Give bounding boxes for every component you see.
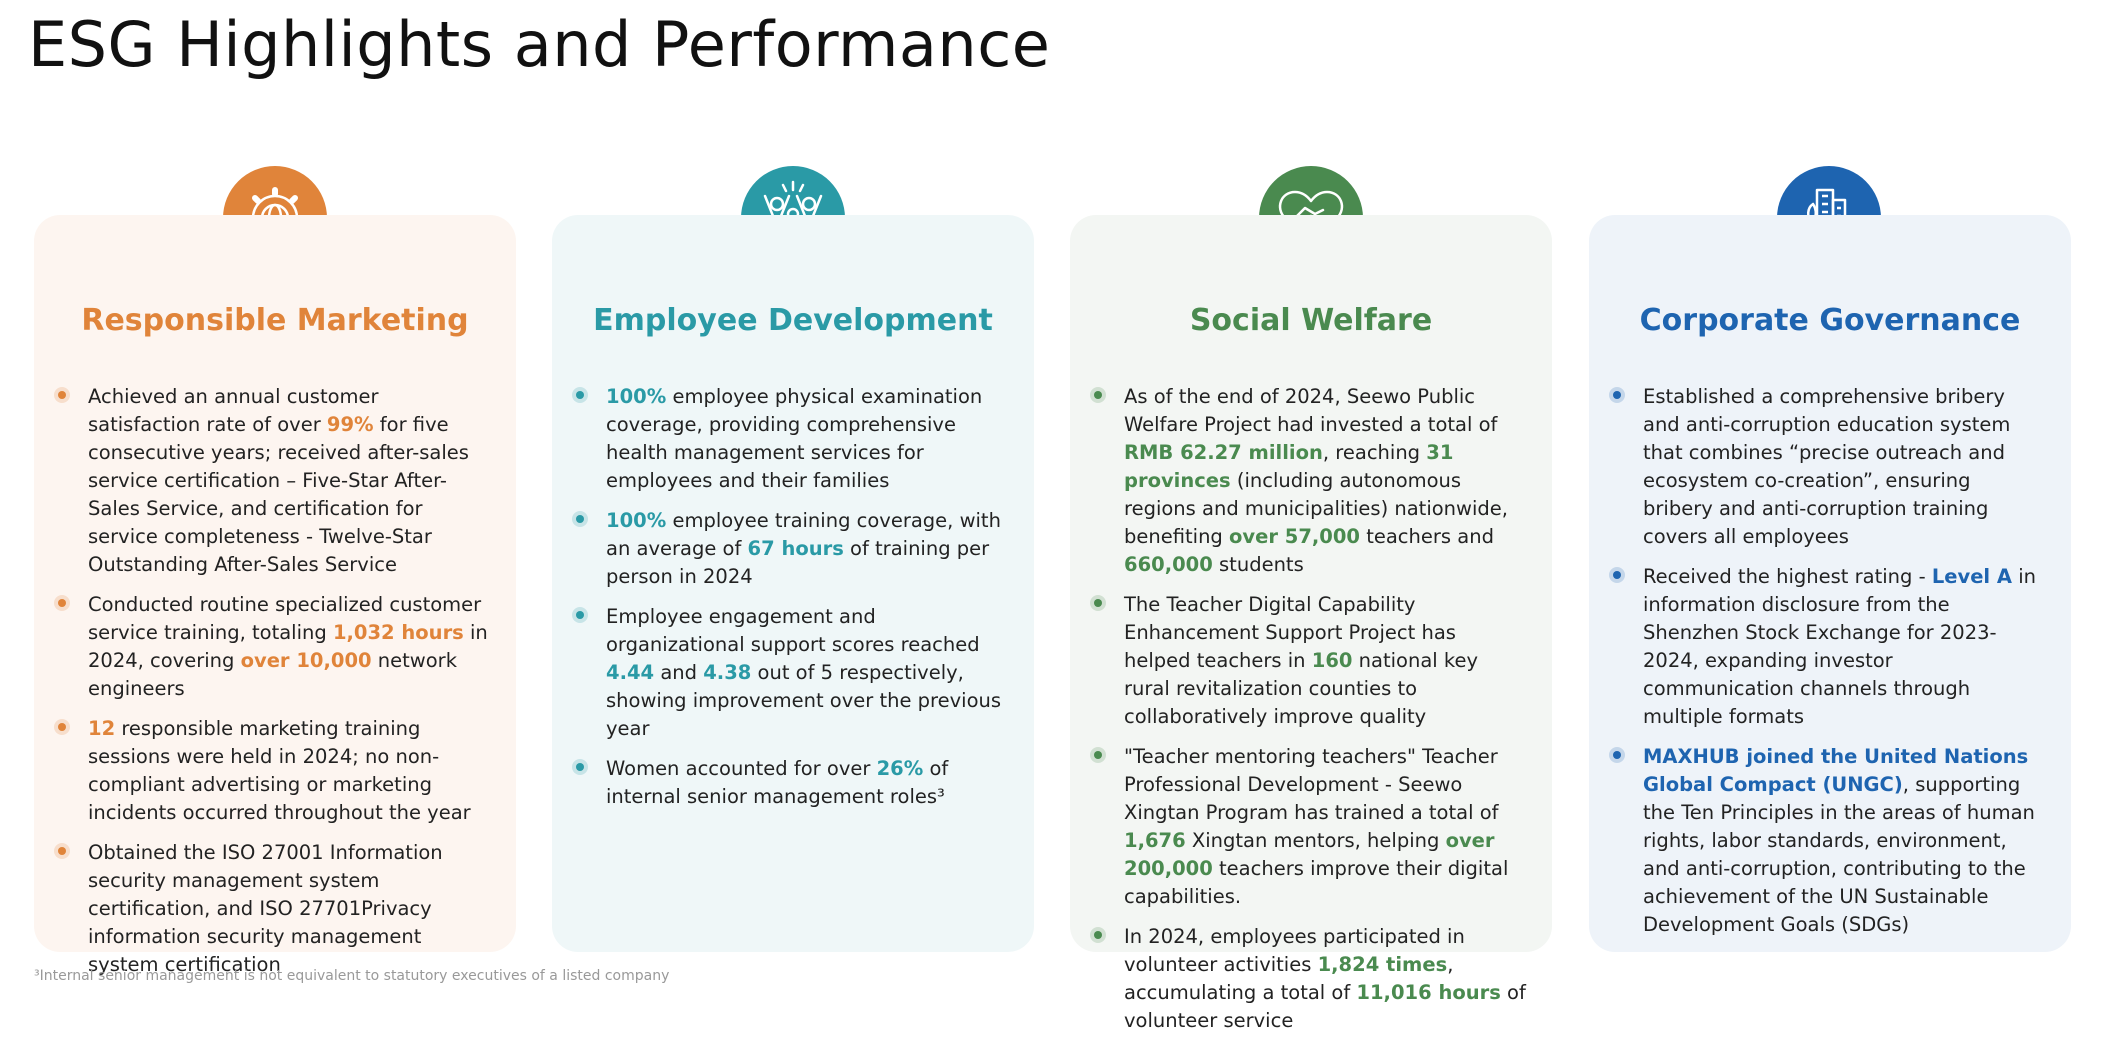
- highlight: 1,032 hours: [332, 621, 464, 644]
- list-item: Employee engagement and organizational s…: [576, 603, 1008, 743]
- text: students: [1212, 553, 1304, 576]
- page-title: ESG Highlights and Performance: [28, 8, 1051, 81]
- text: out of 5 respectively, showing improveme…: [606, 661, 1002, 740]
- text: national key rural revitalization counti…: [1124, 649, 1479, 728]
- list-item: Established a comprehensive bribery and …: [1613, 383, 2045, 551]
- text: Achieved an annual customer satisfaction…: [88, 385, 379, 436]
- highlight: 99%: [326, 413, 374, 436]
- list-item: 12 responsible marketing training sessio…: [58, 715, 490, 827]
- text: Received the highest rating -: [1643, 565, 1932, 588]
- list-item: The Teacher Digital Capability Enhanceme…: [1094, 591, 1526, 731]
- text: of training per person in 2024: [606, 537, 990, 588]
- bullet: [58, 599, 66, 607]
- highlight: 4.44: [606, 661, 655, 684]
- list-item: MAXHUB joined the United Nations Global …: [1613, 743, 2045, 939]
- bullet: [58, 847, 66, 855]
- list-item: 100% employee physical examination cover…: [576, 383, 1008, 495]
- item-list: As of the end of 2024, Seewo Public Welf…: [1094, 383, 1526, 1047]
- text: employee physical examination coverage, …: [606, 385, 983, 492]
- text: in information disclosure from the Shenz…: [1643, 565, 2036, 728]
- highlight: 660,000: [1124, 553, 1213, 576]
- highlight: 31 provinces: [1124, 441, 1454, 492]
- highlight: 1,824 times: [1317, 953, 1448, 976]
- list-item: Women accounted for over 26% of internal…: [576, 755, 1008, 811]
- item-list: 100% employee physical examination cover…: [576, 383, 1008, 823]
- highlight: Level A: [1931, 565, 2012, 588]
- text: Conducted routine specialized customer s…: [88, 593, 482, 644]
- text: responsible marketing training sessions …: [88, 717, 471, 824]
- highlight: RMB 62.27 million: [1124, 441, 1323, 464]
- text: "Teacher mentoring teachers" Teacher Pro…: [1124, 745, 1499, 824]
- bullet: [576, 763, 584, 771]
- text: in 2024, covering: [88, 621, 488, 672]
- list-item: "Teacher mentoring teachers" Teacher Pro…: [1094, 743, 1526, 911]
- text: The Teacher Digital Capability Enhanceme…: [1124, 593, 1456, 672]
- bullet: [1613, 571, 1621, 579]
- text: (including autonomous regions and munici…: [1124, 469, 1508, 548]
- highlight: 26%: [876, 757, 924, 780]
- highlight: 100%: [606, 385, 667, 408]
- highlight: 1,676: [1124, 829, 1186, 852]
- card: Social Welfare As of the end of 2024, See…: [1070, 215, 1552, 1032]
- list-item: 100% employee training coverage, with an…: [576, 507, 1008, 591]
- list-item: Received the highest rating - Level A in…: [1613, 563, 2045, 731]
- text: , accumulating a total of: [1124, 953, 1454, 1004]
- card-title: Responsible Marketing: [81, 303, 469, 338]
- highlight: 11,016 hours: [1356, 981, 1501, 1004]
- list-item: As of the end of 2024, Seewo Public Welf…: [1094, 383, 1526, 579]
- highlight: 160: [1311, 649, 1353, 672]
- highlight: 12: [88, 717, 116, 740]
- bullet: [1613, 751, 1621, 759]
- text: Xingtan mentors, helping: [1185, 829, 1446, 852]
- bullet: [576, 611, 584, 619]
- text: network engineers: [88, 649, 457, 700]
- list-item: Achieved an annual customer satisfaction…: [58, 383, 490, 579]
- highlight: over 200,000: [1124, 829, 1495, 880]
- list-item: In 2024, employees participated in volun…: [1094, 923, 1526, 1035]
- card: Employee Development 100% employee physic…: [552, 215, 1034, 952]
- text: In 2024, employees participated in volun…: [1124, 925, 1465, 976]
- text: employee training coverage, with an aver…: [606, 509, 1001, 560]
- card-title: Social Welfare: [1189, 303, 1433, 338]
- highlight: over 10,000: [240, 649, 372, 672]
- list-item: Conducted routine specialized customer s…: [58, 591, 490, 703]
- text: and: [654, 661, 704, 684]
- bullet: [1094, 599, 1102, 607]
- card-title: Corporate Governance: [1639, 303, 2021, 338]
- card: Responsible Marketing Achieved an annual …: [34, 215, 516, 976]
- list-item: Obtained the ISO 27001 Information secur…: [58, 839, 490, 979]
- text: Established a comprehensive bribery and …: [1643, 385, 2011, 548]
- bullet: [58, 391, 66, 399]
- highlight: over 57,000: [1229, 525, 1361, 548]
- highlight: 100%: [606, 509, 667, 532]
- text: Employee engagement and organizational s…: [606, 605, 980, 656]
- footnote: ³Internal senior management is not equiv…: [34, 968, 670, 984]
- card: Corporate Governance Established a compre…: [1589, 215, 2071, 952]
- highlight: 67 hours: [747, 537, 844, 560]
- text: , supporting the Ten Principles in the a…: [1643, 773, 2035, 936]
- text: As of the end of 2024, Seewo Public Welf…: [1124, 385, 1498, 436]
- text: , reaching: [1322, 441, 1427, 464]
- text: Obtained the ISO 27001 Information secur…: [88, 841, 443, 976]
- text: teachers improve their digital capabilit…: [1124, 857, 1509, 908]
- item-list: Established a comprehensive bribery and …: [1613, 383, 2045, 951]
- text: of internal senior management roles³: [606, 757, 949, 808]
- bullet: [576, 515, 584, 523]
- page: ESG Highlights and Performance: [28, 8, 2071, 1032]
- card-title: Employee Development: [593, 303, 993, 338]
- text: teachers and: [1360, 525, 1494, 548]
- text: Women accounted for over: [606, 757, 877, 780]
- item-list: Achieved an annual customer satisfaction…: [58, 383, 490, 991]
- bullet: [1094, 391, 1102, 399]
- bullet: [1613, 391, 1621, 399]
- bullet: [576, 391, 584, 399]
- bullet: [1094, 931, 1102, 939]
- highlight: 4.38: [703, 661, 752, 684]
- bullet: [1094, 751, 1102, 759]
- bullet: [58, 723, 66, 731]
- text: for five consecutive years; received aft…: [88, 413, 469, 576]
- highlight: MAXHUB joined the United Nations Global …: [1643, 745, 2029, 796]
